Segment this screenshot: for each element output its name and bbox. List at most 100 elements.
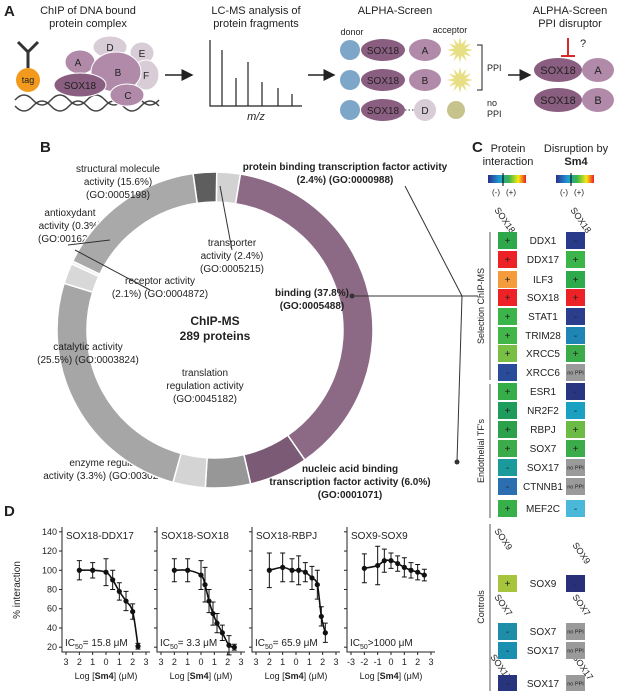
cell-sign: + [505,236,511,247]
ic50-sub: 50 [360,644,368,651]
ic50-sub: 50 [170,644,178,651]
cell-sign: no PPI [567,485,584,491]
heat-cell [566,364,585,381]
cell-sign: + [505,331,511,342]
group-label: Endothelial TF's [476,418,486,483]
cell-sign: + [573,444,579,455]
segment-label: antioxydant activity (0.3%) (GO:0016209) [38,208,102,245]
data-point [123,598,129,604]
group-label: Selection ChIP-MS [476,268,486,344]
line: interaction [483,156,534,168]
protein-label: SOX18 [367,46,400,57]
protein-label: B [594,95,601,107]
axes [61,527,150,653]
heat-cell [566,251,585,268]
x-tick-label: 2 [130,657,135,667]
row-label: SOX7 [530,444,557,455]
protein [534,88,582,112]
data-point [395,560,401,567]
segment-label: structural molecule activity (15.6%) (GO:0… [76,164,160,201]
leader-dot [349,293,355,299]
line: (GO:0016209) [38,234,102,245]
cell-sign: - [506,646,509,657]
cell-sign: + [505,579,511,590]
data-point [361,565,367,571]
heat-cell [498,364,517,381]
step-title: ALPHA-Screen [358,5,433,17]
ic50: IC50>1000 μM [350,638,413,651]
part: Log [ [170,671,191,681]
ic50-part: IC [160,638,170,649]
donut-segment [56,282,182,484]
cell-sign: - [506,679,509,690]
group-label: Controls [476,590,486,624]
step-title: LC-MS analysis of protein fragments [211,5,301,30]
y-axis-label: % interaction [12,561,23,619]
part: ] (μM) [304,671,328,681]
data-point [103,569,109,575]
heat-cell [498,440,517,457]
protein-label: SOX18 [540,65,575,77]
header: Protein interaction [483,143,534,168]
row-label: XRCC5 [526,349,560,360]
line: ChIP of DNA bound [40,5,136,17]
line: structural molecule [76,164,160,175]
scale-label: (+) [574,188,584,197]
panel-b: B protein binding transcription factor a… [37,139,478,501]
data-point [226,642,232,648]
bait-label: SOX9 [570,540,592,565]
ic50-part: IC [255,638,265,649]
part: Log [ [360,671,381,681]
bracket [477,44,483,91]
color-scale [488,175,526,183]
line: catalytic activity [53,342,122,353]
heat-cell [498,289,517,306]
protein [361,99,405,121]
data-point [231,644,237,650]
ic50: IC50= 3.3 μM [160,638,217,651]
fit-curve [79,569,139,647]
y-tick-label: 120 [42,546,57,556]
data-point [415,569,421,575]
screen-rows: SOX18 A SOX18 B SOX18 D [340,37,473,121]
part: Sm4 [380,671,399,681]
scale-label: (-) [560,188,568,197]
axes [156,527,245,653]
x-tick-label: -1 [374,657,382,667]
donut-segment [71,172,199,276]
bait-label: SOX7 [492,592,514,617]
data-point [381,558,387,564]
acceptor-bead [447,37,473,63]
heat-cell [566,478,585,495]
ppi-label: PPI [487,63,502,73]
row-label: NR2F2 [527,406,559,417]
heat-cell [498,675,517,691]
x-tick-label: 3 [428,657,433,667]
line: PPI [487,109,502,119]
line: ChIP-MS [190,314,239,328]
dna [14,100,160,112]
plot-title: SOX18-RBPJ [256,531,317,542]
ic50-sub: 50 [265,644,273,651]
x-tick-label: 0 [388,657,393,667]
cell-sign: + [573,275,579,286]
heat-cell [498,327,517,344]
data-point [210,610,216,617]
x-tick-label: 2 [77,657,82,667]
protein-label: A [75,58,82,69]
data-point [110,577,116,583]
question: ? [580,38,586,50]
x-tick-label: 3 [143,657,148,667]
heat-cell [566,421,585,438]
panel-label: C [472,139,483,156]
data-point [116,588,122,595]
line: ALPHA-Screen [533,5,608,17]
cell-sign: + [573,255,579,266]
cell-sign: - [506,368,509,379]
cell-sign: + [505,255,511,266]
line: (2.1%) (GO:0004872) [112,289,208,300]
heat-cell [498,623,517,640]
data-point [309,575,315,581]
y-tick-label: 80 [47,585,57,595]
data-point [289,567,295,573]
